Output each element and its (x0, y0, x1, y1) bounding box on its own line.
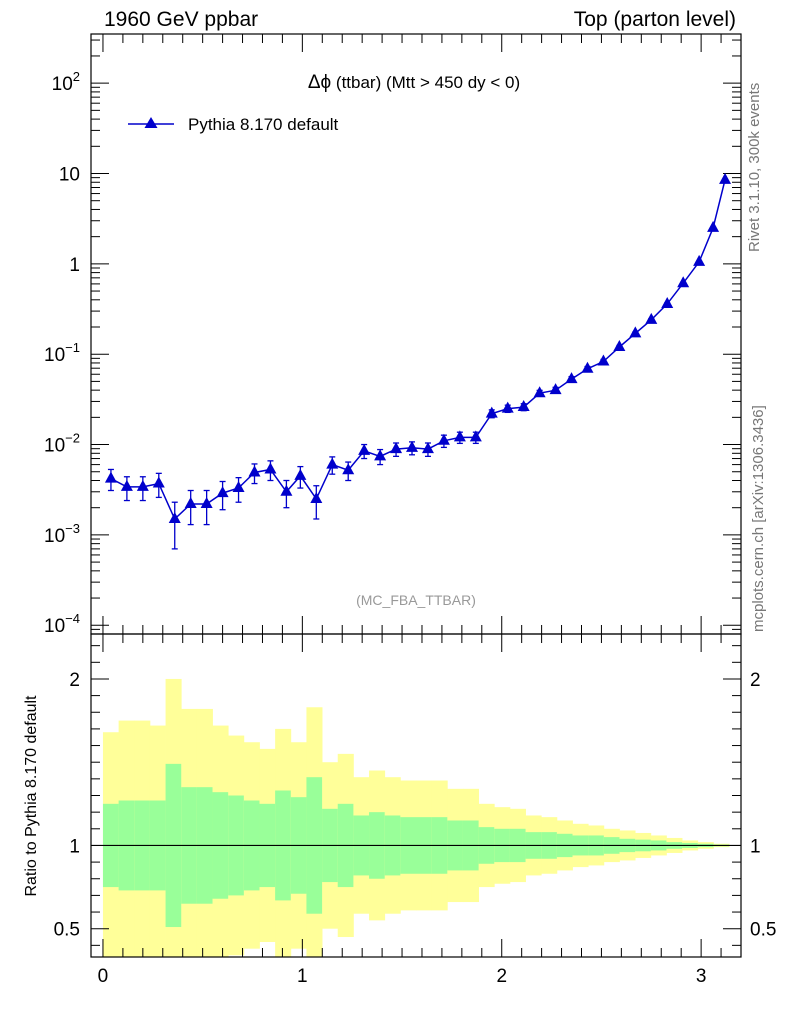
header-left: 1960 GeV ppbar (104, 8, 259, 31)
data-point (629, 326, 642, 338)
y-tick-label: 102 (52, 69, 80, 95)
data-point (168, 511, 181, 523)
data-point (501, 401, 514, 413)
data-point (390, 442, 403, 454)
legend: Pythia 8.170 default (128, 115, 339, 134)
main-title: Δϕ (ttbar) (Mtt > 450 dy < 0) (308, 72, 520, 93)
data-point (693, 254, 706, 266)
data-point (581, 361, 594, 373)
x-tick-label: 2 (496, 966, 507, 987)
ratio-y-tick-label: 0.5 (750, 920, 776, 941)
main-title-text: (ttbar) (Mtt > 450 dy < 0) (331, 73, 520, 92)
data-point (549, 383, 562, 395)
data-point (453, 430, 466, 442)
data-point (294, 468, 307, 480)
data-point (719, 172, 732, 184)
y-tick-label: 10−4 (44, 611, 80, 637)
data-point (437, 433, 450, 445)
ratio-bands (91, 678, 741, 957)
ratio-y-tick-label: 2 (750, 670, 761, 691)
y-tick-label: 10 (59, 165, 80, 186)
data-point (248, 465, 261, 477)
ratio-y-axis-label: Ratio to Pythia 8.170 default (23, 695, 40, 897)
data-point (200, 496, 213, 508)
series-line (110, 179, 726, 521)
main-y-axis-ticks: 10−4 10−3 10−2 10−1 1 10 102 (44, 34, 742, 637)
data-point (264, 462, 277, 474)
data-point (136, 479, 149, 491)
y-tick-label: 10−3 (44, 521, 80, 547)
data-point (342, 463, 355, 475)
data-point (645, 312, 658, 324)
data-point (152, 476, 165, 488)
data-point (310, 491, 323, 503)
ratio-y-tick-label: 0.5 (54, 920, 80, 941)
data-point (232, 481, 245, 493)
data-point (707, 220, 720, 232)
data-point (677, 276, 690, 288)
data-point (517, 400, 530, 412)
data-point (374, 449, 387, 461)
data-point (184, 496, 197, 508)
y-tick-label: 10−2 (44, 431, 80, 457)
ratio-y-tick-label: 1 (750, 836, 761, 857)
data-point (485, 406, 498, 418)
data-point (358, 443, 371, 455)
ratio-axis-ticks: 0 1 2 3 0.5 0.5 1 1 2 2 (54, 634, 776, 987)
data-point (280, 484, 293, 496)
data-point (120, 479, 133, 491)
data-point (597, 354, 610, 366)
data-point (469, 430, 482, 442)
watermark: (MC_FBA_TTBAR) (356, 592, 476, 608)
data-point (661, 296, 674, 308)
main-title-symbol: Δϕ (308, 72, 331, 93)
x-tick-label: 1 (297, 966, 308, 987)
legend-marker-icon (144, 117, 158, 128)
y-tick-label: 10−1 (44, 340, 80, 366)
legend-label: Pythia 8.170 default (188, 115, 339, 134)
y-tick-label: 1 (69, 255, 80, 276)
data-point (216, 486, 229, 498)
ratio-y-tick-label: 2 (69, 670, 80, 691)
x-tick-label: 0 (98, 966, 109, 987)
data-point (533, 386, 546, 398)
header-right: Top (parton level) (573, 8, 736, 31)
data-point (406, 440, 419, 452)
mc-series (104, 172, 732, 550)
data-point (326, 457, 339, 469)
data-point (421, 442, 434, 454)
data-point (104, 471, 117, 483)
x-tick-label: 3 (696, 966, 707, 987)
data-point (613, 340, 626, 352)
data-point (565, 372, 578, 384)
ratio-y-tick-label: 1 (69, 836, 80, 857)
